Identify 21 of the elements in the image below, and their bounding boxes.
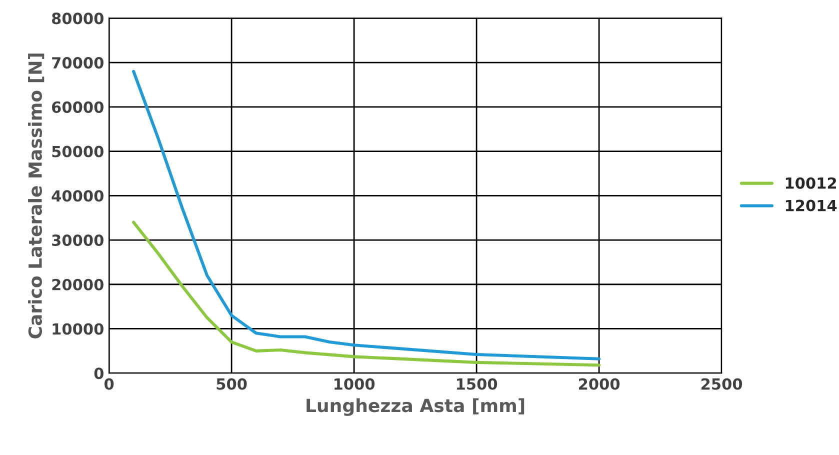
y-tick-label: 80000	[52, 12, 104, 24]
y-tick-label: 20000	[52, 278, 104, 290]
x-tick-label: 2500	[701, 378, 742, 390]
legend-label: 12014	[786, 200, 837, 212]
line-series	[132, 70, 601, 360]
x-tick-label: 1000	[334, 378, 375, 390]
line-series	[132, 220, 601, 367]
x-tick-label: 1500	[457, 378, 498, 390]
x-axis-title: Lunghezza Asta [mm]	[306, 398, 524, 416]
y-tick-label: 40000	[52, 190, 104, 202]
x-tick-label: 0	[104, 378, 114, 390]
y-axis-title: Carico Laterale Massimo [N]	[28, 54, 44, 338]
y-tick-label: 30000	[52, 234, 104, 246]
y-tick-label: 70000	[52, 57, 104, 69]
x-tick-label: 2000	[578, 378, 620, 390]
x-tick-label: 500	[216, 378, 247, 390]
y-tick-label: 50000	[52, 146, 104, 158]
y-tick-label: 10000	[52, 323, 104, 335]
y-tick-label: 0	[94, 368, 104, 380]
y-tick-label: 60000	[52, 101, 104, 113]
legend-label: 10012	[786, 177, 836, 189]
